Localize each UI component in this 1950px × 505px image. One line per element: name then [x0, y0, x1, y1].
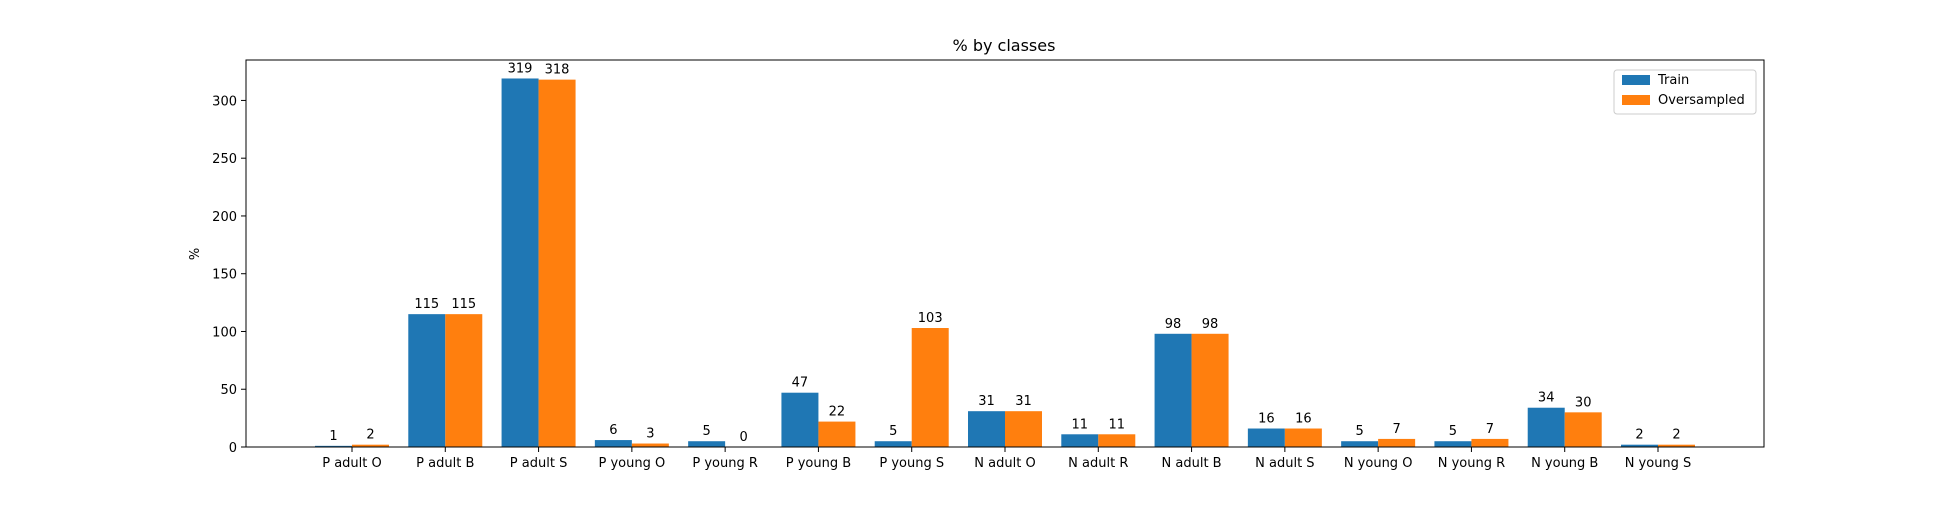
- x-tick-label: P young R: [692, 456, 758, 471]
- bar-oversampled-13: [1564, 412, 1602, 447]
- data-label-oversampled-6: 103: [918, 311, 943, 326]
- bar-oversampled-10: [1284, 428, 1322, 447]
- x-tick-label: N adult B: [1162, 456, 1222, 471]
- data-label-train-9: 98: [1165, 317, 1182, 332]
- bar-oversampled-7: [1005, 411, 1042, 447]
- legend: Train Oversampled: [1613, 69, 1757, 115]
- data-label-train-0: 1: [329, 429, 337, 444]
- data-label-oversampled-14: 2: [1672, 428, 1680, 443]
- bar-train-3: [594, 440, 632, 447]
- data-label-train-1: 115: [414, 297, 439, 312]
- x-tick-label: N young O: [1344, 456, 1413, 471]
- bar-oversampled-8: [1098, 434, 1136, 447]
- data-label-train-13: 34: [1538, 391, 1555, 406]
- data-label-oversampled-8: 11: [1109, 417, 1126, 432]
- bar-train-12: [1434, 441, 1472, 447]
- bar-oversampled-5: [818, 421, 856, 447]
- data-label-oversampled-4: 0: [739, 430, 747, 445]
- bar-oversampled-9: [1191, 333, 1229, 447]
- x-tick-label: P adult B: [416, 456, 474, 471]
- y-tick-label: 100: [212, 325, 237, 340]
- y-tick-label: 150: [212, 268, 237, 283]
- legend-swatch-oversampled: [1622, 95, 1650, 105]
- data-label-train-10: 16: [1258, 412, 1275, 427]
- x-tick-label: N adult R: [1068, 456, 1128, 471]
- data-label-oversampled-10: 16: [1295, 412, 1312, 427]
- x-tick-label: N adult S: [1255, 456, 1314, 471]
- data-label-oversampled-3: 3: [646, 427, 654, 442]
- data-label-train-2: 319: [508, 61, 533, 76]
- plot-frame: [245, 59, 1765, 448]
- x-tick-label: P adult S: [510, 456, 568, 471]
- data-label-train-14: 2: [1635, 428, 1643, 443]
- bar-oversampled-2: [538, 79, 576, 447]
- axes-layer: P adult O P adult B P adult S P young O P yo…: [212, 59, 1765, 471]
- data-label-oversampled-11: 7: [1392, 422, 1400, 437]
- chart-title: % by classes: [953, 36, 1056, 55]
- data-label-train-11: 5: [1355, 424, 1363, 439]
- bar-train-0: [315, 445, 352, 447]
- data-label-oversampled-7: 31: [1015, 394, 1032, 409]
- legend-label-oversampled: Oversampled: [1658, 93, 1745, 108]
- bar-train-2: [501, 78, 539, 447]
- data-label-oversampled-13: 30: [1575, 395, 1592, 410]
- bar-train-1: [408, 314, 446, 447]
- bar-oversampled-14: [1658, 444, 1695, 447]
- bar-train-5: [781, 392, 819, 447]
- bar-train-6: [874, 441, 912, 447]
- bar-train-10: [1247, 428, 1285, 447]
- bar-train-7: [968, 411, 1005, 447]
- data-label-train-8: 11: [1072, 417, 1089, 432]
- data-label-oversampled-2: 318: [545, 63, 570, 78]
- data-label-oversampled-5: 22: [829, 405, 846, 420]
- x-tick-label: P young O: [598, 456, 665, 471]
- data-label-train-7: 31: [978, 394, 995, 409]
- x-tick-label: P young S: [879, 456, 944, 471]
- x-tick-label: P young B: [786, 456, 851, 471]
- bar-train-4: [688, 441, 726, 447]
- bar-train-11: [1341, 441, 1379, 447]
- data-label-oversampled-0: 2: [366, 428, 374, 443]
- bar-oversampled-12: [1471, 438, 1509, 447]
- bar-train-14: [1621, 444, 1658, 447]
- data-label-oversampled-12: 7: [1486, 422, 1494, 437]
- x-tick-label: N young B: [1531, 456, 1598, 471]
- y-axis-label: %: [188, 248, 203, 260]
- data-label-train-4: 5: [702, 424, 710, 439]
- bar-train-9: [1154, 333, 1192, 447]
- bars-layer: [315, 78, 1695, 447]
- bar-train-13: [1527, 407, 1565, 447]
- data-label-train-3: 6: [609, 423, 617, 438]
- x-tick-label: N adult O: [974, 456, 1035, 471]
- bar-oversampled-6: [911, 328, 949, 447]
- data-label-train-6: 5: [889, 424, 897, 439]
- x-tick-label: N young R: [1438, 456, 1505, 471]
- data-label-train-12: 5: [1449, 424, 1457, 439]
- data-label-oversampled-1: 115: [451, 297, 476, 312]
- x-tick-label: N young S: [1625, 456, 1692, 471]
- bar-oversampled-0: [352, 444, 389, 447]
- bar-oversampled-1: [445, 314, 483, 447]
- data-label-train-5: 47: [792, 376, 809, 391]
- bar-oversampled-3: [631, 443, 669, 447]
- legend-swatch-train: [1622, 75, 1650, 85]
- data-label-oversampled-9: 98: [1202, 317, 1219, 332]
- y-tick-label: 200: [212, 210, 237, 225]
- legend-label-train: Train: [1657, 73, 1689, 88]
- x-tick-label: P adult O: [322, 456, 382, 471]
- bar-train-8: [1061, 434, 1099, 447]
- y-tick-label: 300: [212, 94, 237, 109]
- bar-oversampled-11: [1378, 438, 1416, 447]
- y-tick-label: 250: [212, 152, 237, 167]
- y-tick-label: 0: [229, 441, 237, 456]
- y-tick-label: 50: [220, 383, 237, 398]
